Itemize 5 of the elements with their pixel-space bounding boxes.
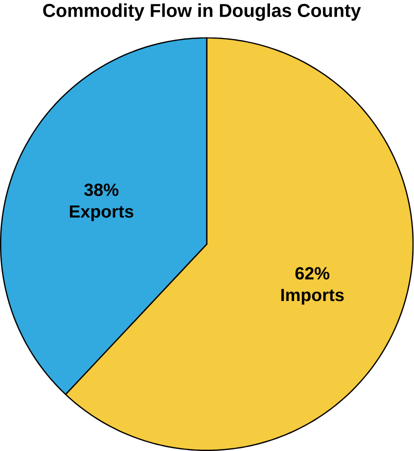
data-label: 62% (296, 267, 330, 280)
slice-label: Exports (70, 205, 134, 222)
data-label: 38% (84, 184, 119, 196)
slice-label: Imports (282, 288, 344, 305)
chart-title: Commodity Flow in Douglas County (43, 3, 362, 21)
